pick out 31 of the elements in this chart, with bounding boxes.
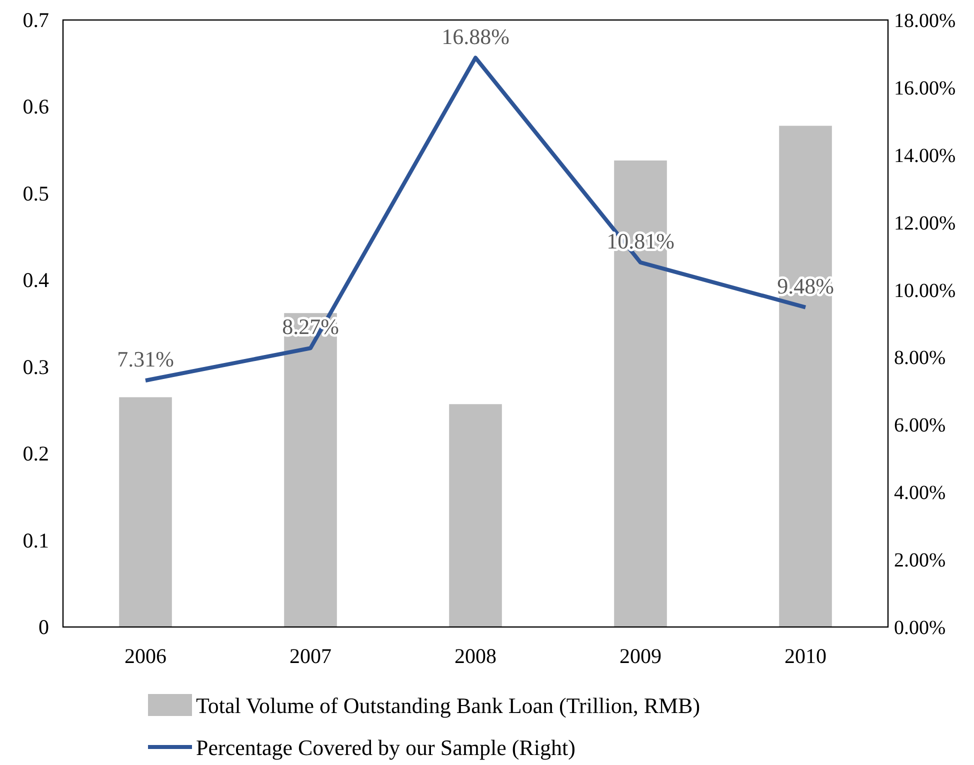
- y2-tick-label: 8.00%: [894, 347, 946, 370]
- y2-tick-label: 0.00%: [894, 617, 946, 639]
- y-tick-label: 0.6: [22, 94, 49, 119]
- x-tick-label: 2008: [454, 644, 496, 668]
- y-tick-label: 0.3: [22, 354, 49, 379]
- y-tick-label: 0.7: [22, 8, 49, 32]
- bar: [284, 313, 337, 627]
- bar: [449, 404, 502, 627]
- y2-tick-label: 2.00%: [894, 550, 946, 572]
- y2-tick-label: 10.00%: [894, 280, 956, 302]
- bar: [119, 397, 172, 627]
- bar: [779, 126, 832, 627]
- y2-tick-label: 16.00%: [894, 77, 956, 100]
- y-tick-label: 0.2: [22, 442, 49, 466]
- data-label: 7.31%: [117, 346, 174, 372]
- y-tick-label: 0.4: [22, 268, 50, 292]
- data-label: 16.88%: [442, 24, 510, 49]
- y2-tick-label: 4.00%: [894, 482, 946, 504]
- x-tick-label: 2007: [290, 644, 332, 668]
- y2-tick-label: 14.00%: [894, 144, 956, 167]
- y-tick-label: 0: [38, 615, 49, 639]
- legend-label: Total Volume of Outstanding Bank Loan (Trillion, RMB): [196, 693, 700, 718]
- y-tick-label: 0.5: [22, 181, 49, 206]
- x-tick-label: 2009: [620, 644, 662, 668]
- x-tick-label: 2010: [784, 644, 826, 668]
- legend-label: Percentage Covered by our Sample (Right): [196, 735, 576, 760]
- x-tick-label: 2006: [124, 644, 166, 668]
- y-tick-label: 0.1: [22, 528, 49, 552]
- y2-tick-label: 18.00%: [894, 10, 956, 32]
- y2-tick-label: 6.00%: [894, 414, 946, 437]
- y2-tick-label: 12.00%: [894, 212, 956, 234]
